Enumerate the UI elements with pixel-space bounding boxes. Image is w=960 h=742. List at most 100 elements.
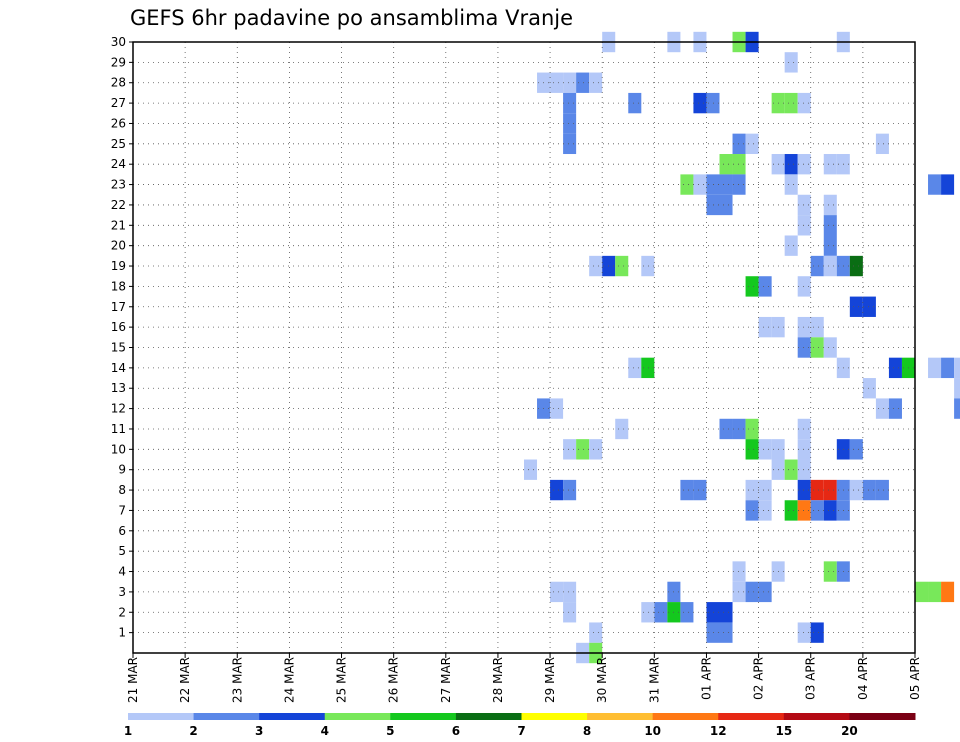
precip-cell-132 [928, 581, 942, 603]
precip-cell-73 [941, 357, 955, 379]
precip-cell-123 [823, 561, 837, 582]
y-tick-label-16: 17 [111, 300, 126, 314]
y-tick-label-20: 21 [111, 218, 126, 232]
precip-cell-37 [928, 174, 942, 195]
precip-cell-65 [810, 337, 824, 358]
precip-cell-109 [823, 479, 837, 501]
precip-cell-131 [915, 581, 929, 603]
precip-cell-86 [797, 418, 811, 440]
precip-cell-106 [758, 479, 772, 501]
precip-cell-105 [745, 479, 759, 501]
y-tick-label-3: 4 [118, 565, 126, 579]
precip-cell-6 [784, 52, 798, 73]
precip-cell-50 [641, 255, 655, 277]
precip-cell-34 [719, 174, 733, 195]
colorbar-swatch-8 [652, 713, 719, 720]
precip-cell-27 [784, 154, 798, 175]
precip-cell-126 [563, 581, 577, 603]
colorbar-label-4: 5 [386, 724, 394, 738]
precip-cell-90 [589, 439, 603, 460]
y-tick-label-0: 1 [118, 626, 126, 640]
precip-cell-59 [862, 296, 876, 317]
y-tick-label-18: 19 [111, 259, 126, 273]
x-tick-label-13: 03 APR [804, 657, 818, 700]
precip-cell-108 [810, 479, 824, 501]
y-tick-label-14: 15 [111, 341, 126, 355]
precip-cell-76 [954, 378, 960, 399]
y-tick-label-12: 13 [111, 381, 126, 395]
x-tick-label-12: 02 APR [752, 657, 766, 700]
precip-cell-28 [797, 154, 811, 175]
precip-cell-47 [589, 255, 603, 277]
x-tick-label-5: 26 MAR [387, 657, 401, 703]
precip-cell-102 [563, 479, 577, 501]
chart-title: GEFS 6hr padavine po ansamblima Vranje [130, 6, 574, 30]
precip-cell-88 [563, 439, 577, 460]
precip-cell-31 [680, 174, 694, 195]
colorbar-label-5: 6 [452, 724, 460, 738]
precip-cell-60 [758, 316, 772, 338]
y-tick-label-23: 24 [111, 157, 126, 171]
precip-cell-62 [797, 316, 811, 338]
precip-cell-129 [745, 581, 759, 603]
colorbar-label-3: 4 [321, 724, 329, 738]
precip-cell-97 [524, 459, 538, 480]
precip-cell-42 [823, 194, 837, 216]
precip-cell-79 [875, 398, 889, 419]
y-tick-label-1: 2 [118, 605, 126, 619]
precip-cell-35 [732, 174, 746, 195]
precip-cell-33 [706, 174, 720, 195]
precip-cell-41 [797, 194, 811, 216]
colorbar-swatch-2 [259, 713, 326, 720]
precip-cell-58 [849, 296, 863, 317]
y-tick-label-11: 12 [111, 402, 126, 416]
precip-cell-57 [797, 276, 811, 297]
precip-cell-75 [862, 378, 876, 399]
precip-cell-80 [888, 398, 902, 419]
precip-cell-56 [758, 276, 772, 297]
y-tick-label-27: 28 [111, 76, 126, 90]
precip-cell-144 [719, 622, 733, 643]
precip-cell-10 [576, 72, 590, 93]
precip-cell-9 [563, 72, 577, 93]
precip-cell-23 [875, 133, 889, 155]
y-tick-label-25: 26 [111, 116, 126, 130]
colorbar-swatch-3 [324, 713, 391, 720]
precip-cell-94 [797, 439, 811, 460]
precip-cell-116 [784, 500, 798, 521]
precip-cell-134 [563, 602, 577, 623]
precip-cell-43 [797, 215, 811, 236]
precip-cell-125 [550, 581, 564, 603]
x-tick-label-6: 27 MAR [439, 657, 453, 703]
precip-cell-113 [875, 479, 889, 501]
colorbar-swatch-9 [718, 713, 785, 720]
x-tick-label-9: 30 MAR [595, 657, 609, 703]
colorbar-label-2: 3 [255, 724, 263, 738]
x-tick-label-3: 24 MAR [282, 657, 296, 703]
precip-cell-72 [928, 357, 942, 379]
precip-cell-18 [797, 92, 811, 114]
x-tick-label-11: 01 APR [699, 657, 713, 700]
precip-cell-83 [719, 418, 733, 440]
precip-cell-22 [745, 133, 759, 155]
precip-cell-103 [680, 479, 694, 501]
colorbar-label-10: 15 [775, 724, 792, 738]
precip-cell-70 [888, 357, 902, 379]
colorbar-label-11: 20 [841, 724, 858, 738]
precip-cell-139 [706, 602, 720, 623]
precip-cell-66 [823, 337, 837, 358]
precip-cell-100 [797, 459, 811, 480]
y-tick-label-2: 3 [118, 585, 126, 599]
precip-cell-111 [849, 479, 863, 501]
precip-cell-82 [615, 418, 629, 440]
precip-cell-55 [745, 276, 759, 297]
precip-cell-46 [823, 235, 837, 256]
precip-cell-99 [784, 459, 798, 480]
precip-cell-49 [615, 255, 629, 277]
precip-cell-63 [810, 316, 824, 338]
precip-cell-29 [823, 154, 837, 175]
x-tick-label-7: 28 MAR [491, 657, 505, 703]
precip-cell-107 [797, 479, 811, 501]
y-tick-label-22: 23 [111, 178, 126, 192]
precip-cell-89 [576, 439, 590, 460]
